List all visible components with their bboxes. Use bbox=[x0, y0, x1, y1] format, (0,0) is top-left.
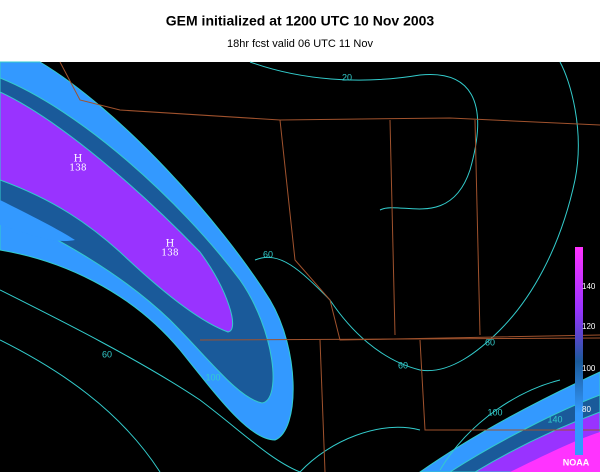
title: GEM initialized at 1200 UTC 10 Nov 2003 bbox=[166, 13, 435, 29]
contour-label: 140 bbox=[547, 414, 562, 424]
contour-label: 60 bbox=[485, 337, 495, 347]
colorbar-tick: 140 bbox=[582, 282, 596, 291]
colorbar-tick: 80 bbox=[582, 405, 591, 414]
colorbar-tick: 100 bbox=[582, 364, 596, 373]
colorbar-tick: 120 bbox=[582, 322, 596, 331]
contour-label: 100 bbox=[487, 407, 502, 417]
contour-label: 60 bbox=[102, 349, 112, 359]
contour-label: 60 bbox=[398, 360, 408, 370]
high-symbol: H bbox=[166, 239, 175, 250]
highs: H 138 H 138 bbox=[69, 154, 178, 259]
credit: NOAA bbox=[563, 457, 590, 467]
subtitle: 18hr fcst valid 06 UTC 11 Nov bbox=[227, 38, 373, 50]
contour-label: 100 bbox=[205, 372, 220, 382]
high-symbol: H bbox=[74, 154, 83, 165]
colorbar: 140 120 100 80 bbox=[575, 247, 596, 455]
map bbox=[0, 61, 600, 472]
contour-label: 20 bbox=[342, 72, 352, 82]
contour-label: 60 bbox=[263, 249, 273, 259]
contour-labels: 20 60 60 100 60 60 100 140 bbox=[102, 72, 563, 424]
high-value: 138 bbox=[69, 164, 86, 174]
high-value: 138 bbox=[161, 249, 178, 259]
